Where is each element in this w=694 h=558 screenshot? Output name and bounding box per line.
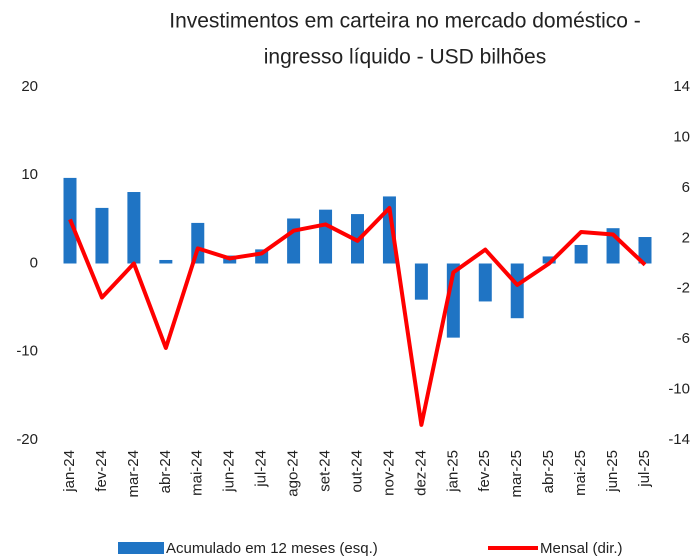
x-tick-label: jan-25 — [444, 450, 461, 493]
line — [68, 206, 647, 427]
x-tick-label: set-24 — [317, 450, 334, 492]
x-tick-label: jan-24 — [61, 450, 78, 493]
bar — [127, 192, 141, 264]
y2-tick-label: -6 — [677, 330, 690, 347]
bar — [287, 218, 301, 264]
x-tick-label: fev-25 — [476, 450, 493, 492]
x-tick-label: jul-25 — [636, 450, 653, 488]
bar — [542, 256, 556, 264]
y2-tick-label: -14 — [668, 431, 690, 448]
legend-swatch — [118, 542, 164, 554]
chart-title: ingresso líquido - USD bilhões — [264, 46, 546, 69]
y2-tick-label: -2 — [677, 280, 690, 297]
x-tick-label: jun-24 — [221, 450, 238, 493]
bar — [574, 244, 588, 264]
x-tick-label: abr-24 — [157, 450, 174, 493]
x-tick-label: mar-25 — [508, 450, 525, 498]
y-tick-label: 10 — [21, 166, 38, 183]
y-tick-label: -10 — [16, 343, 38, 360]
x-tick-label: ago-24 — [285, 450, 302, 497]
y-tick-label: 20 — [21, 78, 38, 95]
x-tick-label: nov-24 — [380, 450, 397, 496]
x-tick-label: abr-25 — [540, 450, 557, 493]
x-tick-label: dez-24 — [412, 450, 429, 496]
x-tick-label: mai-24 — [189, 450, 206, 496]
y-tick-label: 0 — [30, 254, 38, 271]
x-tick-label: jun-25 — [604, 450, 621, 493]
legend-label: Acumulado em 12 meses (esq.) — [166, 540, 378, 557]
bar — [510, 263, 524, 319]
x-tick-label: mar-24 — [125, 450, 142, 498]
y2-tick-label: 14 — [673, 78, 690, 95]
legend-label: Mensal (dir.) — [540, 540, 623, 557]
bar — [478, 263, 492, 302]
y2-tick-label: 10 — [673, 128, 690, 145]
x-tick-label: jul-24 — [253, 450, 270, 488]
bar — [95, 207, 109, 264]
bar — [319, 209, 333, 264]
bar — [638, 237, 652, 264]
chart-title: Investimentos em carteira no mercado dom… — [169, 10, 641, 33]
bar — [414, 263, 428, 300]
x-tick-label: out-24 — [348, 450, 365, 493]
y2-tick-label: -10 — [668, 381, 690, 398]
x-tick-label: fev-24 — [93, 450, 110, 492]
x-tick-label: mai-25 — [572, 450, 589, 496]
y2-tick-label: 2 — [682, 229, 690, 246]
y-tick-label: -20 — [16, 431, 38, 448]
y2-tick-label: 6 — [682, 179, 690, 196]
bar — [159, 259, 173, 264]
